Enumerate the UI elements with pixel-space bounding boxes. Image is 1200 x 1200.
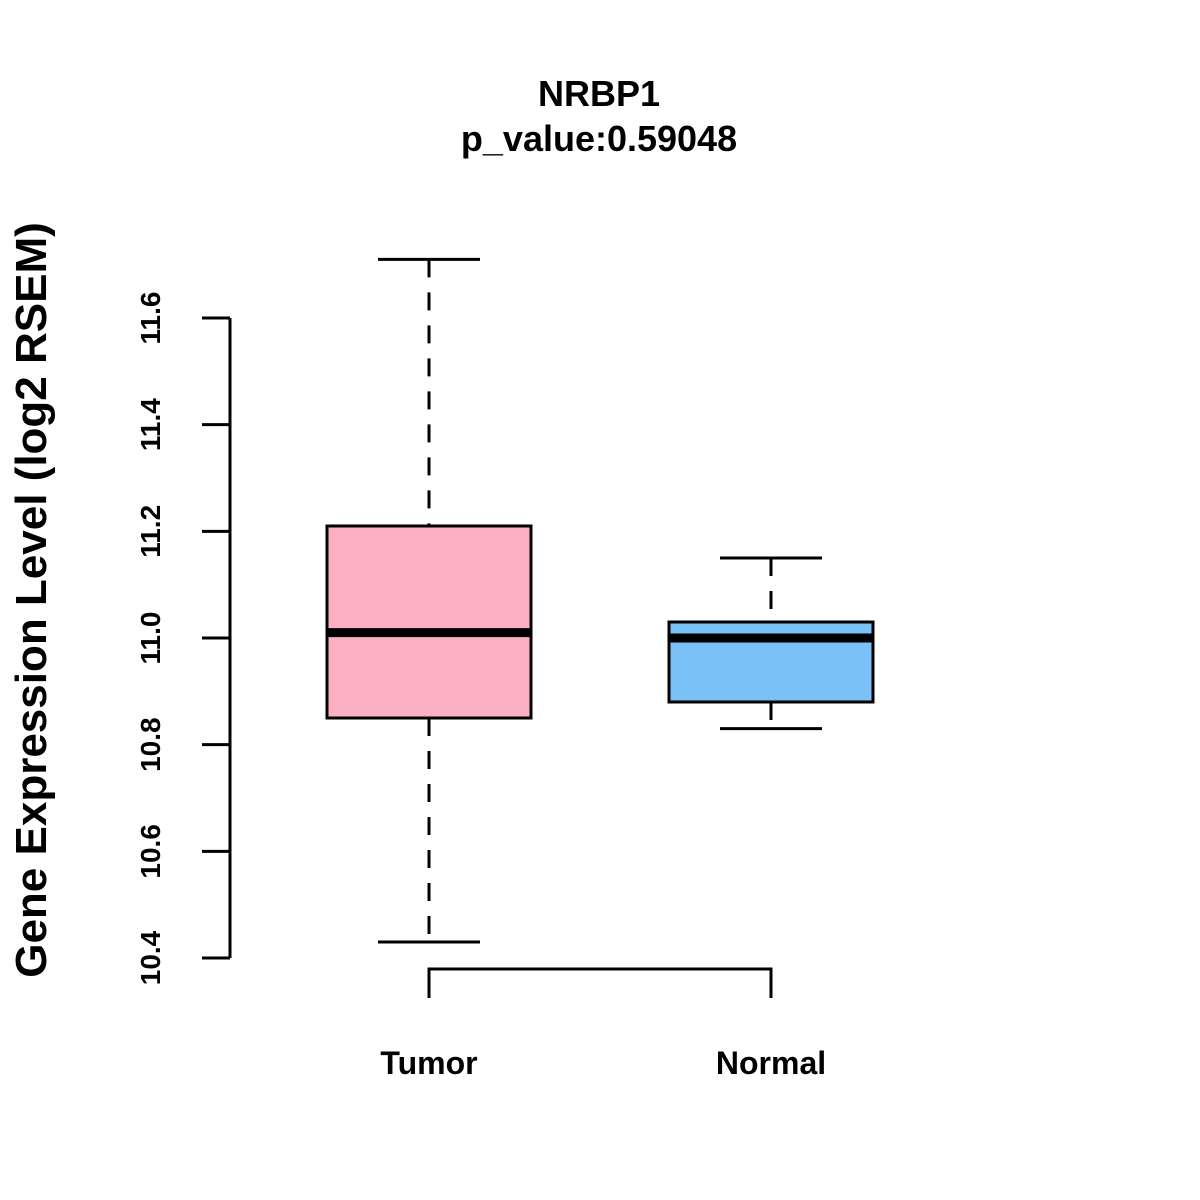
y-axis-label: Gene Expression Level (log2 RSEM) — [7, 222, 56, 978]
boxes — [325, 524, 875, 720]
y-tick-label-0: 10.4 — [135, 930, 166, 985]
y-tick-label-3: 11.0 — [135, 612, 166, 665]
tumor-box — [325, 524, 533, 720]
chart-title: NRBP1 — [538, 73, 660, 114]
comparison-bracket — [427, 967, 773, 998]
bracket-line — [427, 967, 773, 998]
y-tick-label-1: 10.6 — [135, 824, 166, 879]
chart-subtitle: p_value:0.59048 — [461, 118, 737, 159]
y-tick-label-6: 11.6 — [135, 292, 166, 345]
y-axis: 10.4 10.6 10.8 11.0 11.2 11.4 11.6 — [135, 292, 232, 985]
category-label-tumor: Tumor — [380, 1045, 477, 1081]
y-tick-label-2: 10.8 — [135, 717, 166, 772]
y-tick-label-4: 11.2 — [135, 505, 166, 558]
whiskers — [378, 257, 822, 944]
category-label-normal: Normal — [716, 1045, 826, 1081]
y-tick-label-5: 11.4 — [135, 398, 166, 451]
x-category-labels: Tumor Normal — [380, 1045, 826, 1081]
